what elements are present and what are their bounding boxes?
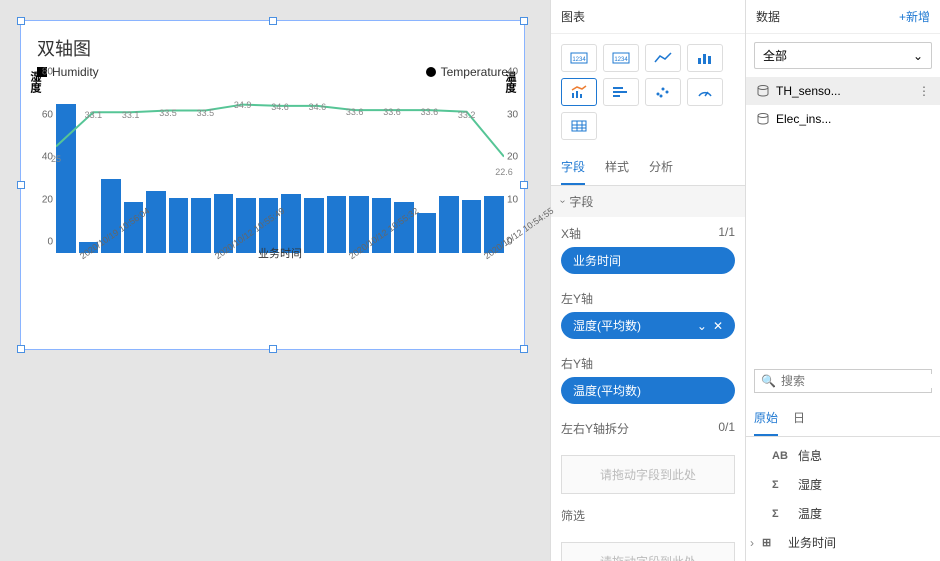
bar (191, 198, 211, 253)
chart-type-dual-axis[interactable] (561, 78, 597, 106)
line-data-label: 34.6 (309, 102, 327, 112)
add-new-link[interactable]: +新增 (899, 8, 930, 25)
subtab-day[interactable]: 日 (793, 401, 805, 436)
line-data-label: 33.6 (421, 107, 439, 117)
search-icon: 🔍 (761, 374, 776, 388)
line-data-label: 33.2 (458, 110, 476, 120)
chevron-down-icon[interactable]: ⌄ (697, 319, 707, 333)
bar (56, 104, 76, 253)
bar (146, 191, 166, 253)
bar (169, 198, 189, 253)
yright-label: 右Y轴 (561, 355, 593, 372)
svg-text:1234: 1234 (614, 57, 628, 63)
search-box[interactable]: 🔍 (754, 369, 932, 393)
chart-type-bar[interactable] (687, 44, 723, 72)
datasource-item[interactable]: Elec_ins... (746, 105, 940, 133)
chart-type-hbar[interactable] (603, 78, 639, 106)
resize-handle-tr[interactable] (520, 17, 528, 25)
line-data-label: 33.6 (383, 107, 401, 117)
data-panel: 数据+新增 全部⌄ TH_senso...⋮Elec_ins... 🔍 原始 日… (745, 0, 940, 561)
line-data-label: 33.6 (346, 107, 364, 117)
chart-type-scatter[interactable] (645, 78, 681, 106)
filter-dropzone[interactable]: 请拖动字段到此处 (561, 542, 735, 561)
field-item[interactable]: AB信息 (746, 441, 940, 470)
xaxis-label: X轴 (561, 225, 581, 242)
resize-handle-bl[interactable] (17, 345, 25, 353)
chart-widget[interactable]: 双轴图 Humidity Temperature 湿度 温度 020406080… (20, 20, 525, 350)
more-icon[interactable]: ⋮ (918, 84, 930, 98)
xaxis-count: 1/1 (718, 225, 735, 242)
xaxis-pill[interactable]: 业务时间 (561, 247, 735, 274)
panel-header-chart: 图表 (551, 0, 745, 34)
tab-field[interactable]: 字段 (561, 150, 585, 185)
filter-label: 筛选 (561, 507, 585, 524)
tab-style[interactable]: 样式 (605, 150, 629, 185)
chart-type-line[interactable] (645, 44, 681, 72)
line-data-label: 25 (51, 154, 61, 164)
field-item[interactable]: ›⊞业务时间 (746, 528, 940, 557)
split-dropzone[interactable]: 请拖动字段到此处 (561, 455, 735, 494)
field-item[interactable]: Σ湿度 (746, 470, 940, 499)
y-left-axis: 020406080 (28, 83, 53, 253)
bar (304, 198, 324, 253)
bar (462, 200, 482, 253)
yright-pill[interactable]: 温度(平均数) (561, 377, 735, 404)
line-data-label: 34.6 (271, 102, 289, 112)
field-list: AB信息Σ湿度Σ温度›⊞业务时间 (746, 437, 940, 561)
chart-config-panel: 图表 1234 1234 字段 样式 分析 ›字段 X轴1/1 业务时间 左Y轴… (550, 0, 745, 561)
resize-handle-tl[interactable] (17, 17, 25, 25)
config-tabs: 字段 样式 分析 (551, 150, 745, 186)
line-data-label: 33.5 (197, 108, 215, 118)
tab-analysis[interactable]: 分析 (649, 150, 673, 185)
legend-label-left: Humidity (52, 65, 99, 79)
field-item[interactable]: Σ温度 (746, 499, 940, 528)
resize-handle-br[interactable] (520, 345, 528, 353)
subtab-raw[interactable]: 原始 (754, 401, 778, 436)
legend-label-right: Temperature (441, 65, 508, 79)
canvas-area[interactable]: 双轴图 Humidity Temperature 湿度 温度 020406080… (0, 0, 550, 561)
chart-type-number[interactable]: 1234 (561, 44, 597, 72)
chart-type-grid: 1234 1234 (551, 34, 745, 150)
search-input[interactable] (781, 374, 936, 388)
bar (439, 196, 459, 253)
split-count: 0/1 (718, 420, 735, 437)
chart-title: 双轴图 (21, 21, 524, 65)
expand-icon[interactable]: › (750, 536, 754, 550)
chevron-down-icon: ⌄ (913, 49, 923, 63)
plot-area: 020406080 010203040 业务时间 2020/10/19 10:5… (56, 83, 504, 298)
remove-icon[interactable]: ✕ (713, 319, 723, 333)
line-data-label: 34.9 (234, 100, 252, 110)
chart-legend: Humidity Temperature (21, 65, 524, 83)
resize-handle-tc[interactable] (269, 17, 277, 25)
chevron-down-icon: › (557, 200, 568, 203)
data-subtabs: 原始 日 (746, 401, 940, 437)
bar (327, 196, 347, 253)
section-header-field[interactable]: ›字段 (551, 186, 745, 217)
chart-type-kpi[interactable]: 1234 (603, 44, 639, 72)
x-axis-title: 业务时间 (258, 245, 302, 261)
line-data-label: 33.1 (122, 110, 140, 120)
yleft-pill[interactable]: 湿度(平均数)⌄✕ (561, 312, 735, 339)
datasource-dropdown[interactable]: 全部⌄ (754, 42, 932, 69)
x-axis: 业务时间 2020/10/19 10:56:042020/10/12 10:55… (56, 248, 504, 298)
line-data-label: 22.6 (495, 167, 513, 177)
resize-handle-ml[interactable] (17, 181, 25, 189)
chart-type-gauge[interactable] (687, 78, 723, 106)
chart-type-table[interactable] (561, 112, 597, 140)
bar (417, 213, 437, 253)
panel-header-data: 数据+新增 (746, 0, 940, 34)
line-data-label: 33.1 (85, 110, 103, 120)
datasource-list: TH_senso...⋮Elec_ins... (746, 77, 940, 133)
split-label: 左右Y轴拆分 (561, 420, 629, 437)
datasource-item[interactable]: TH_senso...⋮ (746, 77, 940, 105)
resize-handle-bc[interactable] (269, 345, 277, 353)
line-data-label: 33.5 (159, 108, 177, 118)
legend-marker-dot (426, 67, 436, 77)
yleft-label: 左Y轴 (561, 290, 593, 307)
svg-text:1234: 1234 (572, 57, 586, 63)
